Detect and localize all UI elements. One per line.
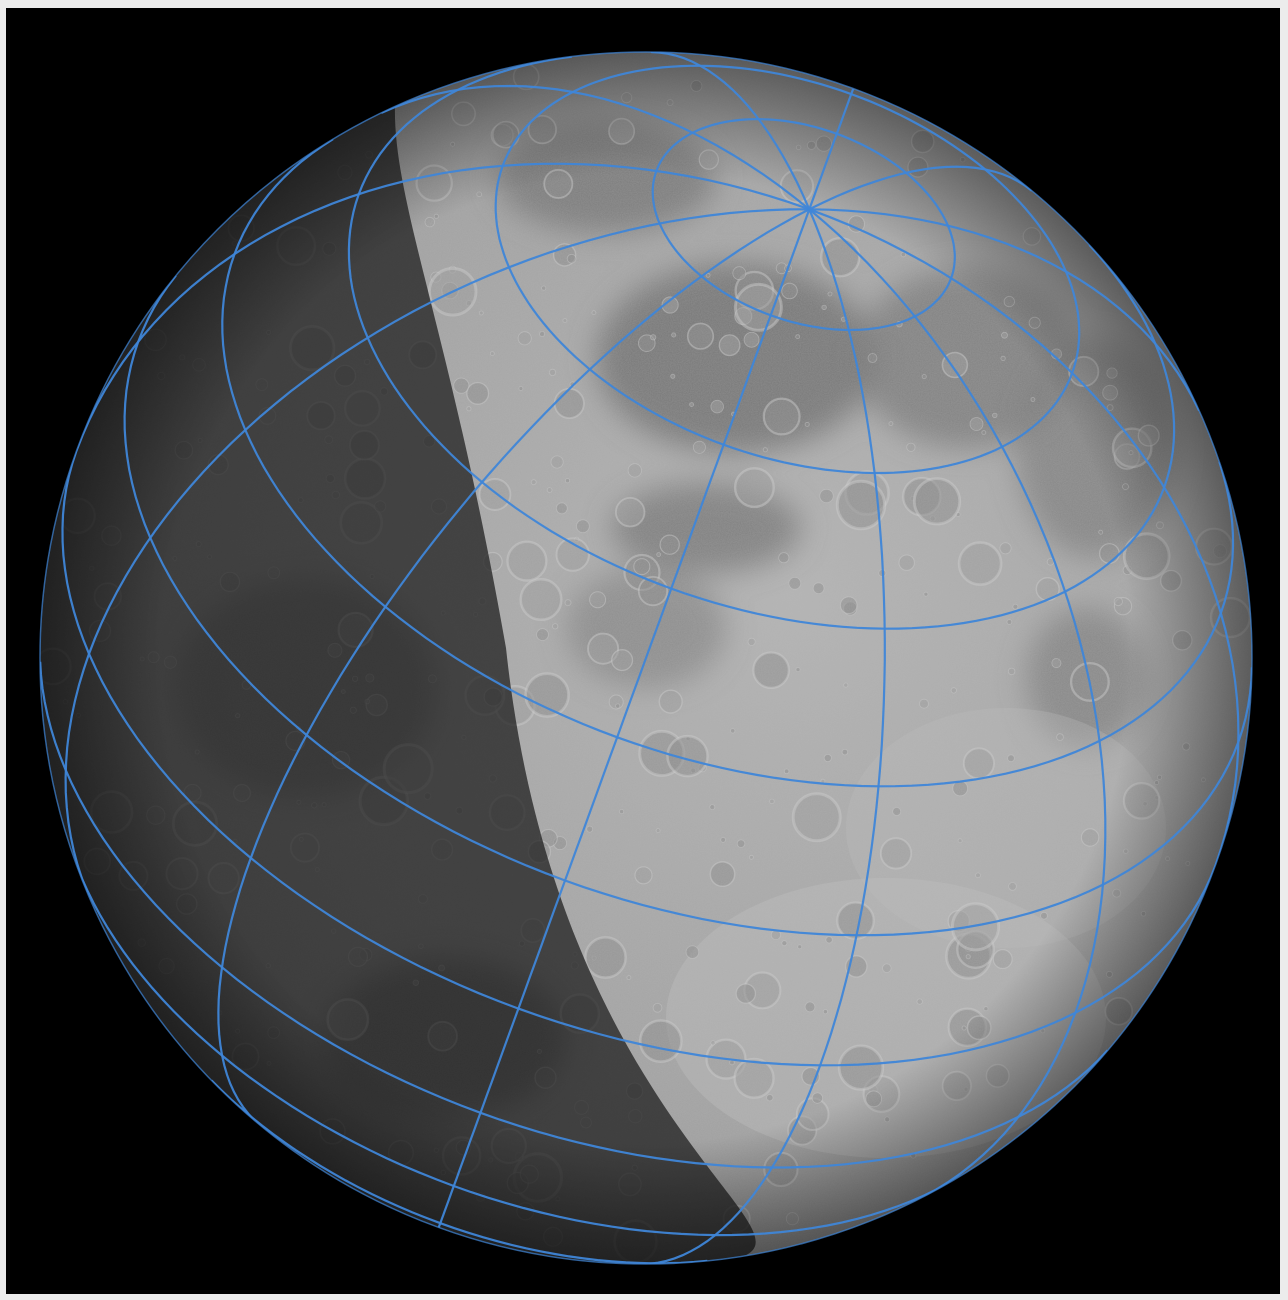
parallel-line xyxy=(494,64,1081,475)
meridian-line xyxy=(649,208,886,1264)
meridian-line xyxy=(809,208,1201,412)
parallel-line xyxy=(221,138,1235,788)
meridian-line xyxy=(437,208,811,1228)
meridian-line xyxy=(808,165,1033,211)
meridian-line xyxy=(217,208,810,1121)
meridian-line xyxy=(380,84,810,211)
moon-globe xyxy=(39,51,1253,1265)
meridian-line xyxy=(650,52,811,210)
parallel-line xyxy=(347,55,1176,630)
parallel-line xyxy=(75,865,949,1237)
parallel-line xyxy=(61,450,1217,1067)
meridian-line xyxy=(64,208,810,893)
parallel-line xyxy=(123,274,1252,937)
parallel-line xyxy=(40,661,1109,1169)
coordinate-grid xyxy=(40,52,1252,1264)
parallel-line xyxy=(651,117,956,332)
meridian-line xyxy=(808,208,1107,1198)
globe-viewport[interactable] xyxy=(6,8,1280,1294)
globe-limb xyxy=(39,51,1253,1265)
parallel-line xyxy=(210,1079,708,1264)
